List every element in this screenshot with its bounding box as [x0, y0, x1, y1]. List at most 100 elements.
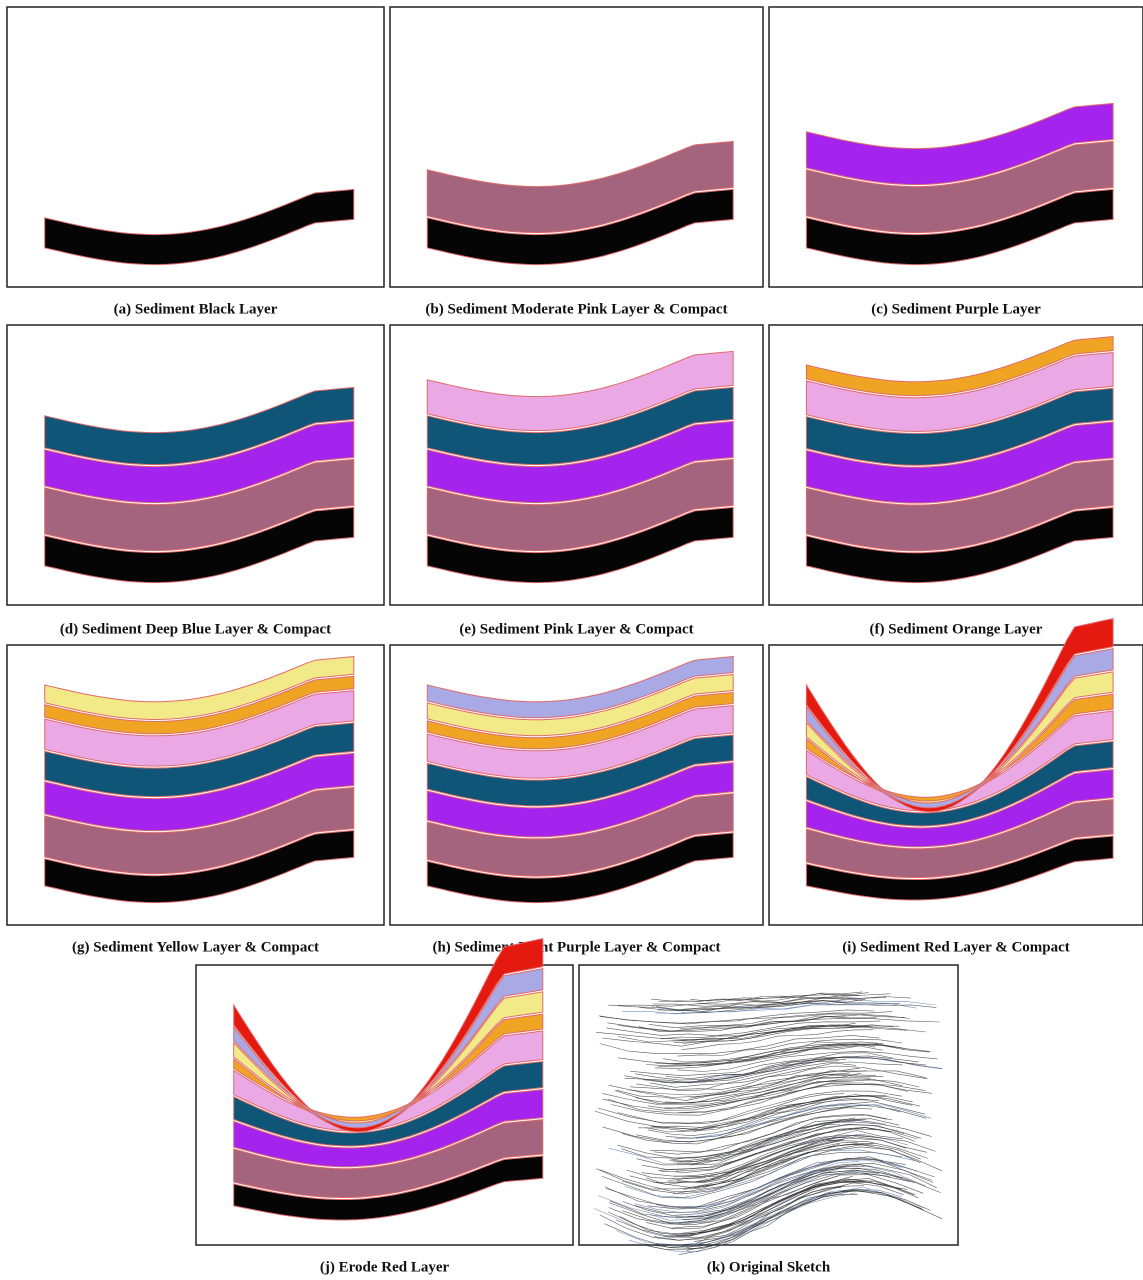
sketch-stroke [621, 1146, 921, 1195]
sketch-stroke [597, 1164, 926, 1217]
caption: (k) Original Sketch [707, 1259, 831, 1275]
sketch-stroke [608, 1000, 847, 1012]
sketch-stroke [665, 1072, 862, 1104]
sketch-stroke [689, 1070, 867, 1099]
sketch-stroke [624, 1149, 919, 1198]
sketch-stroke [645, 1044, 861, 1067]
sediment-layer [426, 656, 734, 719]
sketch-stroke [655, 1003, 917, 1014]
sketch-stroke [656, 997, 863, 1011]
sediment-layer [44, 188, 355, 266]
sketch-stroke [630, 1052, 893, 1077]
sketch-stroke [648, 1013, 905, 1029]
sediment-layer [426, 734, 734, 807]
sketch-stroke [621, 1119, 867, 1159]
sketch-stroke [622, 1171, 911, 1224]
sediment-layer [233, 1060, 544, 1147]
sediment-layer [426, 691, 734, 750]
sketch-stroke [596, 1143, 873, 1190]
sketch-stroke [599, 1035, 880, 1055]
panel [6, 644, 385, 926]
sketch-stroke [607, 1018, 940, 1032]
caption: (a) Sediment Black Layer [114, 301, 278, 317]
sketch-stroke [657, 998, 866, 1011]
caption: (c) Sediment Purple Layer [871, 301, 1041, 317]
sketch-stroke [660, 1057, 942, 1083]
sketch-stroke [673, 1130, 903, 1177]
panel [195, 937, 574, 1246]
sketch-stroke [646, 1140, 842, 1185]
sketch-stroke [599, 1143, 840, 1192]
sediment-layer [233, 1089, 544, 1168]
sketch-stroke [672, 1176, 853, 1235]
sediment-layer [426, 140, 734, 234]
sketch-stroke [695, 1104, 932, 1139]
sketch-stroke [682, 1167, 904, 1220]
sediment-layer [805, 421, 1114, 504]
sediment-layer [805, 459, 1114, 552]
sketch-stroke [614, 1074, 876, 1104]
sediment-layer [44, 386, 355, 466]
sediment-layer [805, 188, 1114, 266]
sketch-stroke [652, 996, 911, 1007]
caption: (b) Sediment Moderate Pink Layer & Compa… [425, 301, 727, 317]
sketch-stroke [671, 1024, 872, 1042]
sediment-layer [805, 507, 1114, 584]
sediment-layer [426, 458, 734, 552]
sediment-layer [44, 690, 355, 767]
sediment-layer [233, 1155, 544, 1221]
sketch-stroke [607, 1178, 873, 1237]
sketch-stroke [600, 1185, 864, 1241]
panel [578, 964, 959, 1255]
sediment-layer [44, 722, 355, 798]
sketch-stroke [678, 1083, 932, 1113]
sketch-stroke [675, 1163, 937, 1218]
sediment-layer [805, 140, 1114, 234]
sketch-stroke [630, 1065, 860, 1090]
sketch-stroke [649, 1061, 903, 1088]
sketch-stroke [621, 1107, 873, 1145]
sketch-stroke [695, 1187, 842, 1244]
sketch-stroke [634, 1161, 860, 1213]
sketch-stroke [597, 1090, 902, 1124]
sediment-layer [805, 351, 1114, 432]
caption: (i) Sediment Red Layer & Compact [842, 939, 1070, 955]
sketch-stroke [675, 1128, 875, 1172]
sketch-stroke [686, 1188, 931, 1249]
sketch-stroke [646, 1174, 924, 1230]
sketch-stroke [618, 1043, 906, 1065]
sketch-stroke [605, 1158, 906, 1208]
sediment-layer [233, 937, 544, 1133]
sketch-stroke [697, 1156, 903, 1208]
sketch-stroke [645, 1099, 879, 1133]
sediment-layer [805, 617, 1114, 813]
sediment-layer [44, 420, 355, 504]
caption: (g) Sediment Yellow Layer & Compact [72, 939, 319, 955]
sketch-stroke [677, 1039, 903, 1057]
sediment-layer [426, 350, 734, 432]
panel [6, 6, 385, 288]
sketch-stroke [653, 1182, 904, 1241]
sketch-stroke [624, 1060, 839, 1084]
panel [389, 644, 764, 926]
sketch-stroke [608, 1172, 891, 1226]
sediment-layer [426, 674, 734, 737]
sketch-stroke [653, 1114, 893, 1155]
sketch-stroke [643, 1056, 927, 1084]
sediment-layer [44, 458, 355, 552]
sketch-stroke [690, 992, 869, 1002]
sediment-layer [44, 752, 355, 832]
sketch-stroke [606, 1020, 881, 1037]
sediment-layer [805, 799, 1114, 878]
sediment-layer [426, 705, 734, 779]
sketch-stroke [665, 1055, 919, 1080]
sketch-stroke [608, 1169, 915, 1224]
caption: (h) Sediment Light Purple Layer & Compac… [432, 939, 720, 955]
sketch-stroke [680, 1002, 937, 1014]
sketch-stroke [636, 1062, 857, 1092]
sketch-stroke [681, 1029, 874, 1050]
sketch-stroke [602, 1077, 871, 1105]
caption: (e) Sediment Pink Layer & Compact [459, 621, 693, 637]
sketch-stroke [661, 1170, 880, 1225]
sketch-stroke [629, 1140, 928, 1188]
